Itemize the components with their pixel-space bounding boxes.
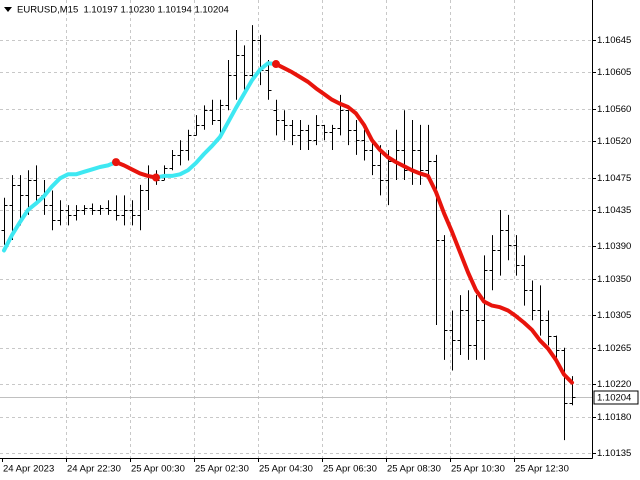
- indicator-line: [2, 61, 278, 253]
- ohlc-bar: [433, 154, 440, 326]
- price-label-box: [593, 390, 639, 405]
- ohlc-bar: [369, 140, 376, 176]
- y-tick-label: 1.10180: [597, 412, 631, 423]
- ohlc-bar: [217, 99, 224, 136]
- turn-marker: [152, 173, 160, 182]
- ohlc-bar: [265, 59, 272, 100]
- ohlc-bar: [121, 195, 128, 226]
- x-tick-label: 25 Apr 00:30: [131, 464, 185, 475]
- ohlc-bar: [425, 124, 432, 180]
- x-tick-label: 25 Apr 04:30: [259, 464, 313, 475]
- ohlc-bar: [537, 285, 544, 336]
- ohlc-bar: [545, 310, 552, 346]
- ohlc-bar: [561, 347, 568, 441]
- ohlc-bar: [457, 295, 464, 356]
- ohlc-bar: [305, 124, 312, 150]
- ohlc-bar: [553, 335, 560, 360]
- ohlc-bar: [441, 235, 448, 360]
- ohlc-bar: [337, 94, 344, 136]
- ohlc-bar: [185, 129, 192, 161]
- y-tick-label: 1.10605: [597, 67, 631, 78]
- axes: 1.10645 1.10605 1.10560 1.10520 1.10475 1.104…: [2, 35, 639, 475]
- ohlc-bar: [289, 119, 296, 146]
- x-tick-label: 25 Apr 02:30: [195, 464, 249, 475]
- ohlc-bar: [281, 110, 288, 141]
- ohlc-bar: [201, 105, 208, 130]
- ohlc-bar: [249, 25, 256, 81]
- ohlc-bar: [473, 295, 480, 360]
- ohlc-bar: [233, 29, 240, 100]
- ohlc-bar: [225, 59, 232, 111]
- chart-title: EURUSD,M15 1.10197 1.10230 1.10194 1.102…: [17, 5, 229, 16]
- ohlc-bar: [505, 214, 512, 261]
- plot-area: [1, 25, 576, 441]
- ohlc-bar: [1, 197, 8, 245]
- ohlc-bar: [465, 290, 472, 360]
- ohlc-bar: [345, 110, 352, 146]
- ohlc-bar: [57, 200, 64, 226]
- y-tick-label: 1.10645: [597, 35, 631, 46]
- ohlc-bar: [193, 115, 200, 136]
- ohlc-bar: [321, 124, 328, 141]
- ohlc-bar: [353, 119, 360, 155]
- y-tick-label: 1.10560: [597, 104, 631, 115]
- x-tick-label: 25 Apr 08:30: [387, 464, 441, 475]
- ohlc-bar: [177, 140, 184, 166]
- y-tick-label: 1.10475: [597, 173, 631, 184]
- ohlc-bar: [49, 190, 56, 231]
- ohlc-bar: [169, 149, 176, 171]
- y-tick-label: 1.10350: [597, 274, 631, 285]
- turn-marker: [272, 60, 280, 69]
- ohlc-bar: [73, 205, 80, 221]
- ohlc-bar: [273, 99, 280, 136]
- price-label: 1.10204: [597, 393, 631, 404]
- indicator-line: [114, 62, 574, 385]
- y-tick-label: 1.10220: [597, 379, 631, 390]
- ohlc-bar: [113, 195, 120, 221]
- ohlc-bar: [9, 175, 16, 240]
- x-tick-label: 25 Apr 12:30: [515, 464, 569, 475]
- ohlc-bar: [329, 124, 336, 150]
- ohlc-bar: [521, 255, 528, 306]
- ohlc-bar: [105, 200, 112, 215]
- ohlc-bar: [129, 200, 136, 226]
- y-tick-label: 1.10135: [597, 448, 631, 459]
- ohlc-bar: [65, 205, 72, 226]
- ohlc-bar: [497, 209, 504, 276]
- ohlc-bar: [137, 184, 144, 231]
- collapse-icon[interactable]: [4, 7, 12, 12]
- x-tick-label: 24 Apr 22:30: [67, 464, 121, 475]
- y-tick-label: 1.10390: [597, 241, 631, 252]
- y-tick-label: 1.10265: [597, 343, 631, 354]
- ohlc-bar: [529, 280, 536, 321]
- ohlc-bar: [489, 235, 496, 291]
- x-tick-label: 24 Apr 2023: [3, 464, 54, 475]
- y-tick-label: 1.10305: [597, 310, 631, 321]
- ohlc-bar: [33, 165, 40, 206]
- ohlc-bar: [481, 255, 488, 360]
- y-tick-label: 1.10520: [597, 136, 631, 147]
- ohlc-bar: [241, 45, 248, 90]
- ohlc-bar: [17, 175, 24, 226]
- ohlc-bar: [81, 205, 88, 215]
- y-tick-label: 1.10435: [597, 205, 631, 216]
- ohlc-bar: [297, 119, 304, 150]
- ohlc-bar: [513, 235, 520, 276]
- ohlc-bar: [97, 205, 104, 215]
- ohlc-bar: [89, 203, 96, 215]
- ohlc-bar: [361, 129, 368, 161]
- x-tick-label: 25 Apr 06:30: [323, 464, 377, 475]
- ohlc-bar: [209, 99, 216, 125]
- ohlc-bar: [449, 310, 456, 371]
- turn-marker: [112, 158, 120, 167]
- x-tick-label: 25 Apr 10:30: [451, 464, 505, 475]
- ohlc-bar: [313, 115, 320, 146]
- ohlc-bar: [377, 145, 384, 196]
